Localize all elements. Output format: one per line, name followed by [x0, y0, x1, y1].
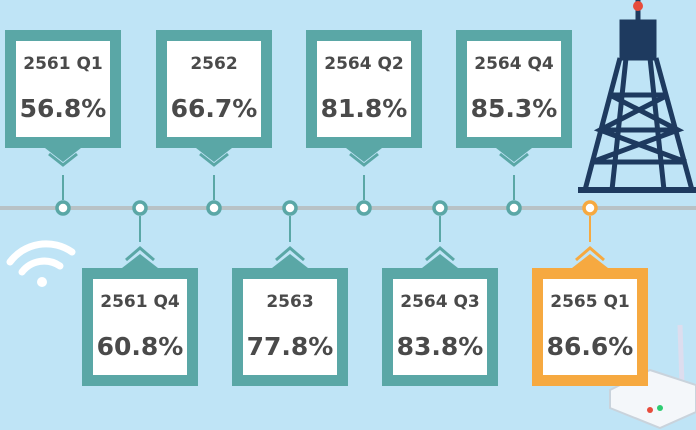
card-pointer	[272, 254, 308, 268]
timeline-dot	[208, 202, 220, 214]
period-label: 2563	[266, 292, 313, 312]
period-label: 2565 Q1	[550, 292, 630, 312]
value-label: 77.8%	[247, 332, 334, 361]
period-label: 2561 Q1	[23, 54, 103, 74]
timeline-dot	[584, 202, 596, 214]
value-label: 85.3%	[471, 94, 558, 123]
card-pointer	[572, 254, 608, 268]
period-label: 2564 Q3	[400, 292, 480, 312]
value-label: 66.7%	[171, 94, 258, 123]
infographic: 2561 Q1 56.8% 2561 Q4 60.8% 2562 66.7% 2563 77.…	[0, 0, 696, 430]
timeline-dot	[358, 202, 370, 214]
timeline-card: 2562 66.7%	[156, 30, 272, 214]
timeline-dot	[57, 202, 69, 214]
period-label: 2562	[190, 54, 237, 74]
tower-icon	[578, 0, 696, 190]
timeline-dot	[284, 202, 296, 214]
timeline-card: 2564 Q4 85.3%	[456, 30, 572, 214]
timeline-card: 2561 Q1 56.8%	[5, 30, 121, 214]
timeline-card: 2565 Q1 86.6%	[532, 202, 648, 386]
value-label: 60.8%	[97, 332, 184, 361]
value-label: 86.6%	[547, 332, 634, 361]
period-label: 2561 Q4	[100, 292, 180, 312]
period-label: 2564 Q4	[474, 54, 554, 74]
wifi-icon	[10, 244, 72, 287]
timeline-dot	[434, 202, 446, 214]
value-label: 83.8%	[397, 332, 484, 361]
timeline-card: 2563 77.8%	[232, 202, 348, 386]
card-pointer	[122, 254, 158, 268]
timeline-card: 2564 Q2 81.8%	[306, 30, 422, 214]
timeline-card: 2561 Q4 60.8%	[82, 202, 198, 386]
timeline-dot	[508, 202, 520, 214]
value-label: 81.8%	[321, 94, 408, 123]
value-label: 56.8%	[20, 94, 107, 123]
card-pointer	[422, 254, 458, 268]
timeline-dot	[134, 202, 146, 214]
timeline-card: 2564 Q3 83.8%	[382, 202, 498, 386]
period-label: 2564 Q2	[324, 54, 404, 74]
